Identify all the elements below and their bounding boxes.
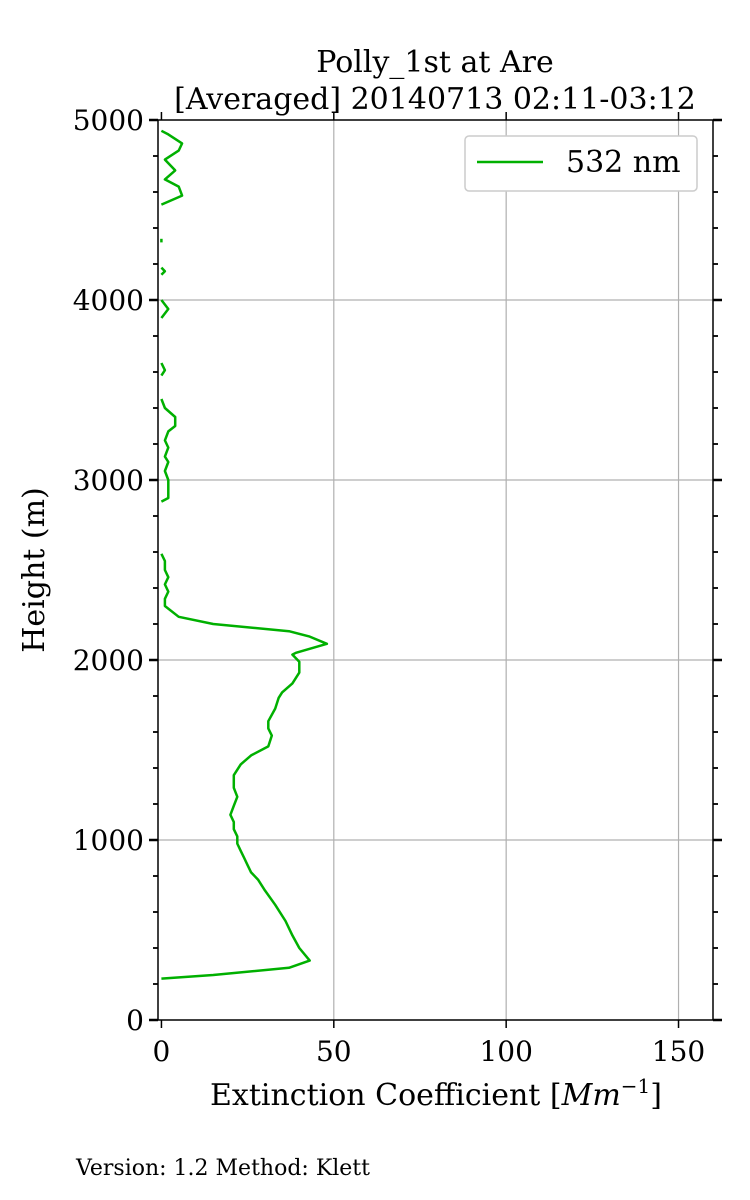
series-line-532nm	[160, 266, 167, 276]
plot-area	[160, 129, 329, 980]
series-line-532nm	[160, 362, 167, 377]
x-tick-label: 100	[479, 1035, 532, 1068]
plot-frame	[157, 119, 714, 1021]
axis-ticks	[149, 112, 722, 1028]
x-tick-label: 50	[316, 1035, 352, 1068]
y-tick-label: 1000	[73, 824, 144, 857]
y-axis-label: Height (m)	[17, 487, 52, 652]
chart-title-line-1: Polly_1st at Are	[316, 45, 553, 80]
y-tick-label: 5000	[73, 104, 144, 137]
legend-label: 532 nm	[566, 145, 681, 180]
y-tick-label: 0	[126, 1004, 144, 1037]
x-tick-label: 0	[153, 1035, 171, 1068]
footer-version-method: Version: 1.2 Method: Klett	[75, 1156, 370, 1181]
series-line-532nm	[160, 299, 170, 319]
tick-labels: 0 50 100 150 0 1000 2000 3000 4000 5000	[73, 104, 706, 1068]
legend-box	[464, 135, 698, 192]
chart-title-line-2: [Averaged] 20140713 02:11-03:12	[174, 82, 696, 117]
x-tick-label: 150	[652, 1035, 705, 1068]
legend: 532 nm	[464, 135, 698, 192]
x-axis-label: Extinction Coefficient [Mm−1]	[210, 1074, 662, 1113]
chart-title: Polly_1st at Are [Averaged] 20140713 02:…	[174, 45, 696, 117]
y-tick-label: 3000	[73, 464, 144, 497]
grid-lines	[158, 120, 713, 1020]
y-tick-label: 2000	[73, 644, 144, 677]
series-line-532nm	[160, 553, 329, 980]
y-tick-label: 4000	[73, 284, 144, 317]
series-line-532nm	[160, 398, 177, 503]
series-line-532nm	[160, 129, 184, 206]
